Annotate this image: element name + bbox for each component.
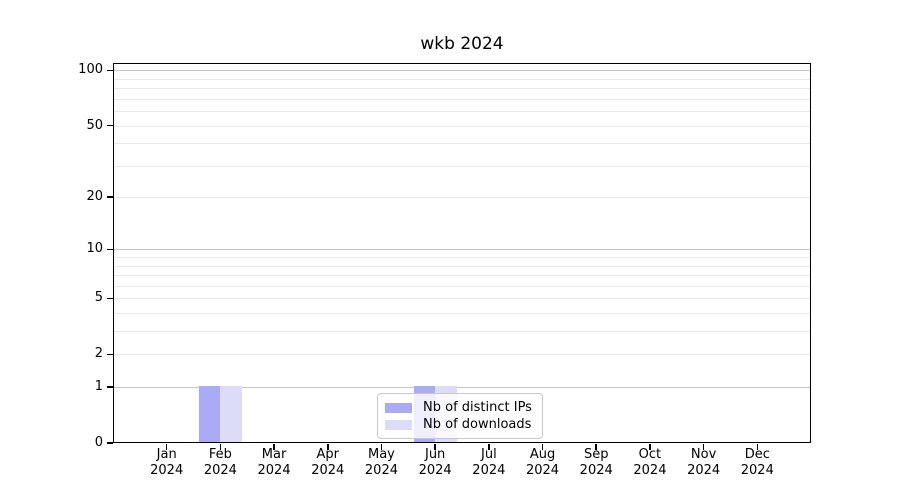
minor-gridline	[114, 197, 810, 199]
y-axis-tick	[107, 353, 113, 356]
y-tick-label: 10	[86, 241, 103, 257]
x-tick-label: Nov 2024	[687, 447, 721, 478]
x-tick-label: Apr 2024	[311, 447, 345, 478]
x-tick-label: Sep 2024	[579, 447, 613, 478]
x-axis-tick	[273, 444, 275, 450]
minor-gridline	[114, 298, 810, 300]
x-tick-label: Jan 2024	[150, 447, 184, 478]
x-tick-label: May 2024	[364, 447, 398, 478]
minor-gridline	[114, 111, 810, 113]
x-tick-label: Oct 2024	[633, 447, 667, 478]
x-tick-label: Jun 2024	[418, 447, 452, 478]
minor-gridline	[114, 88, 810, 90]
minor-gridline	[114, 285, 810, 287]
minor-gridline	[114, 165, 810, 167]
legend-swatch-downloads	[385, 419, 412, 431]
x-tick-label: Aug 2024	[525, 447, 560, 478]
y-axis-tick	[107, 124, 113, 127]
legend-swatch-distinct-ips	[385, 402, 412, 414]
x-axis-tick	[219, 444, 222, 450]
x-tick-label: Jul 2024	[472, 447, 506, 478]
x-axis-tick	[595, 444, 597, 450]
major-gridline	[114, 70, 810, 72]
x-tick-label: Dec 2024	[740, 447, 774, 478]
y-tick-label: 1	[94, 379, 103, 395]
x-axis-tick	[702, 444, 705, 450]
legend: Nb of distinct IPs Nb of downloads	[377, 393, 543, 439]
bar-distinct-ips	[198, 386, 221, 442]
y-axis-tick	[107, 297, 113, 300]
y-tick-label: 2	[94, 346, 103, 362]
minor-gridline	[114, 125, 810, 127]
x-tick-label: Feb 2024	[203, 447, 237, 478]
minor-gridline	[114, 98, 810, 100]
x-axis-tick	[541, 444, 544, 450]
legend-label: Nb of downloads	[423, 417, 532, 432]
legend-label: Nb of distinct IPs	[423, 400, 532, 415]
y-axis-tick	[107, 442, 113, 444]
legend-entry: Nb of distinct IPs	[385, 400, 534, 416]
x-axis-tick	[380, 444, 383, 450]
y-tick-label: 5	[94, 290, 103, 306]
major-gridline	[114, 249, 810, 251]
y-tick-label: 20	[86, 189, 103, 205]
y-axis-tick	[107, 196, 113, 198]
y-tick-label: 0	[94, 435, 103, 450]
bar-downloads	[220, 386, 242, 442]
x-axis-tick	[327, 444, 329, 450]
y-tick-label: 50	[86, 117, 103, 133]
chart-title: wkb 2024	[420, 34, 504, 54]
minor-gridline	[114, 313, 810, 315]
legend-entry: Nb of downloads	[385, 417, 534, 433]
x-tick-label: Mar 2024	[257, 447, 291, 478]
minor-gridline	[114, 143, 810, 145]
x-axis-tick	[649, 444, 651, 450]
minor-gridline	[114, 331, 810, 333]
minor-gridline	[114, 78, 810, 80]
y-axis-tick	[107, 248, 113, 251]
y-axis-tick	[107, 386, 113, 388]
x-axis-tick	[488, 444, 490, 450]
y-tick-label: 100	[78, 62, 103, 78]
major-gridline	[114, 387, 810, 389]
minor-gridline	[114, 275, 810, 277]
y-axis-tick	[107, 69, 113, 72]
minor-gridline	[114, 354, 810, 356]
minor-gridline	[114, 265, 810, 267]
x-axis-tick	[756, 444, 759, 450]
plot-area	[113, 63, 811, 443]
x-axis-tick	[165, 444, 168, 450]
minor-gridline	[114, 257, 810, 259]
x-axis-tick	[434, 444, 436, 450]
